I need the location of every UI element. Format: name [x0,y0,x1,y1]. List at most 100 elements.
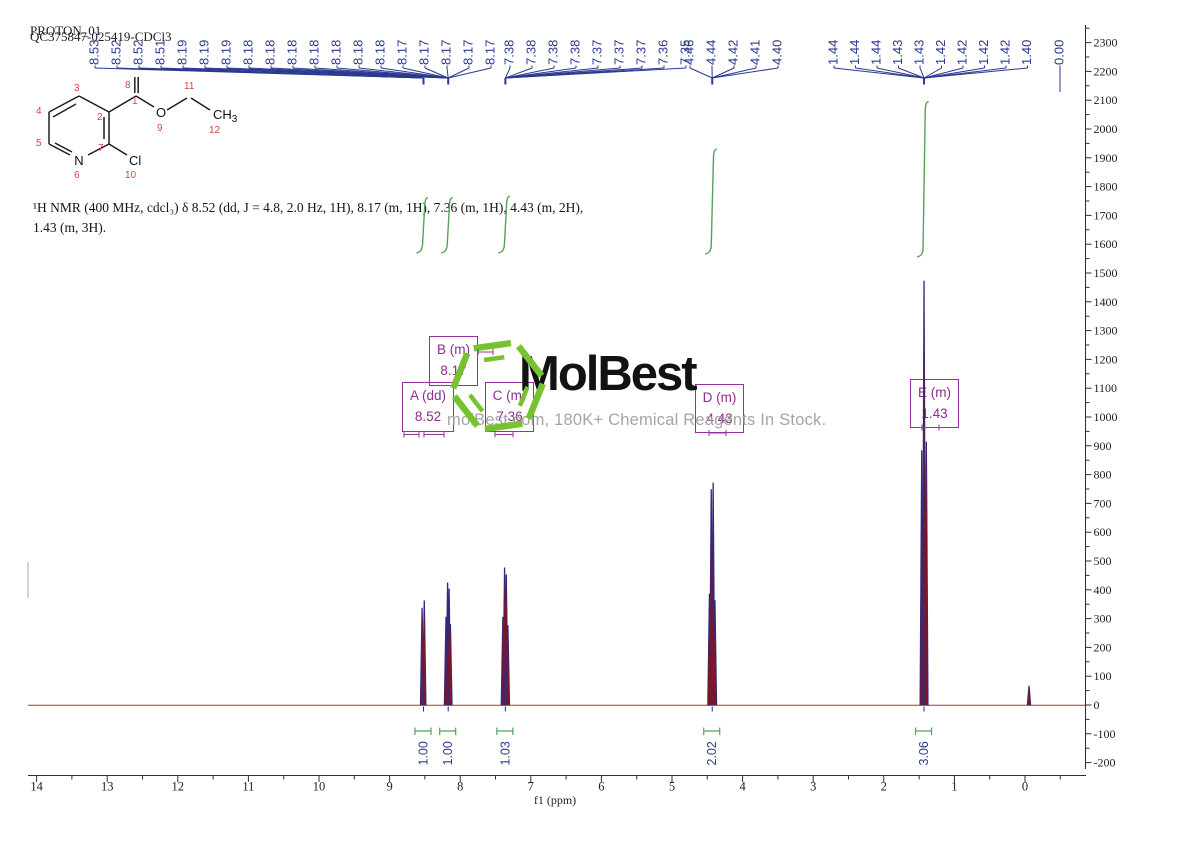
nmr-peak [500,616,506,706]
right-axis-labels: 2300220021002000190018001700160015001400… [1094,36,1118,770]
integral-curve [916,100,929,258]
right-axis-tick-label: 700 [1094,496,1112,510]
peak-pick-connector [505,67,577,79]
right-axis-tick-label: 1100 [1094,381,1118,395]
peak-pick-connector [446,67,449,79]
right-axis-tick-label: 2300 [1094,36,1118,50]
peak-pick-connector [923,67,964,79]
peak-pick-label: 8.19 [197,40,212,65]
peak-pick-connector [402,67,449,79]
peak-pick-connector [712,67,735,79]
logo-hexagon-edge [451,394,481,428]
nmr-peak [448,624,453,706]
right-axis-tick-label: 500 [1094,554,1112,568]
peak-pick-label: 4.46 [682,40,697,65]
peak-pick-label: 7.38 [546,40,561,65]
bottom-axis-labels: 14 13 12 11 10 9 8 7 6 5 4 3 2 1 0 [30,780,1028,794]
peak-pick-label: 1.43 [890,40,905,65]
right-axis-tick-label: 1400 [1094,295,1118,309]
right-axis-tick-label: 2000 [1094,122,1118,136]
logo-hexagon-edge [483,354,505,363]
atom-number: 11 [184,81,195,92]
nmr-peak [708,489,714,706]
logo-hexagon-edge [450,352,471,390]
peak-pick-connector [505,67,643,79]
logo-hexagon-edge [517,386,530,407]
logo-hexagon-edge [473,339,512,352]
bottom-axis-tick-label: 6 [598,780,604,794]
peak-pick-label: 7.35 [678,40,693,65]
nmr-peak [422,600,427,706]
peak-pick-label: 8.17 [439,40,454,65]
peak-pick-connector [504,67,511,79]
multiplet-range-bracket [403,431,420,438]
peak-pick-connector [424,67,449,79]
peak-pick-connector [292,67,449,79]
peak-pick-label: 8.17 [461,40,476,65]
atom-number: 12 [209,125,221,136]
peak-pick-label: 1.44 [869,40,884,65]
molecule-atom-numbers: 1 2 3 4 5 6 7 8 9 10 11 12 [36,80,221,181]
atom-number: 1 [132,96,138,107]
right-axis-tick-label: -200 [1094,756,1116,770]
bottom-axis [28,775,1086,782]
atom-number: 6 [74,170,80,181]
right-axis-tick-label: 100 [1094,669,1112,683]
peak-pick-connector [380,67,449,79]
annotation-value: 7.36 [496,408,523,424]
peak-pick-label: 7.36 [656,40,671,65]
peak-pick-connector [855,67,925,79]
peak-pick-label: 1.42 [998,40,1013,65]
peak-pick-label: 8.18 [373,40,388,65]
bottom-axis-tick-label: 1 [951,780,957,794]
integration-bracket [703,727,721,735]
peak-pick-connector [358,67,449,79]
bottom-axis-tick-label: 10 [313,780,326,794]
right-axis-tick-label: 2100 [1094,93,1118,107]
peak-pick-connector [923,67,1028,79]
peak-pick-connector [505,67,555,79]
right-axis-tick-label: 200 [1094,640,1112,654]
logo-hexagon-edge [525,382,546,420]
peak-pick-label: 1.44 [826,40,841,65]
peak-pick-label: 8.17 [395,40,410,65]
peak-pick-connector [833,67,925,79]
bottom-axis-tick-label: 12 [172,780,185,794]
right-axis-tick-label: 1200 [1094,352,1118,366]
peak-pick-label: 7.38 [502,40,517,65]
nmr-peak [505,625,511,706]
bottom-axis-tick-label: 8 [457,780,463,794]
peak-pick-label: 8.18 [351,40,366,65]
nmr-peak [1026,685,1032,706]
peak-pick-label: 0.00 [1052,40,1067,65]
nmr-peak [443,616,449,706]
bottom-axis-tick-label: 7 [528,780,534,794]
experiment-name: PROTON_01 [30,23,102,38]
peak-pick-connector [505,67,599,79]
right-axis [1085,25,1092,769]
right-axis-tick-label: 1500 [1094,266,1118,280]
peak-annotation-box-C: C (m) 7.36 [485,382,534,432]
logo-hexagon-edge [515,344,545,378]
peak-pick-connector [505,67,621,79]
peak-pick-label: 7.37 [634,40,649,65]
peak-pick-label: 8.17 [483,40,498,65]
x-axis-title: f1 (ppm) [534,793,576,807]
peak-pick-label: 8.18 [263,40,278,65]
multiplet-range-bracket [423,431,445,438]
nmr-peak [712,600,718,706]
molbest-logo-text: MolBest [519,347,698,401]
right-axis-tick-label: 800 [1094,468,1112,482]
bottom-axis-tick-label: 14 [30,780,43,794]
peak-pick-label: 1.42 [955,40,970,65]
peak-pick-connector [448,67,492,79]
peak-pick-label: 4.40 [770,40,785,65]
atom-O-ester: O [156,105,166,120]
annotation-value: 8.52 [414,408,442,424]
integration-value: 2.02 [705,741,719,765]
atom-number: 10 [125,170,137,181]
nmr-peak [919,450,924,706]
peak-pick-connector [447,67,470,79]
bottom-axis-tick-label: 3 [810,780,816,794]
